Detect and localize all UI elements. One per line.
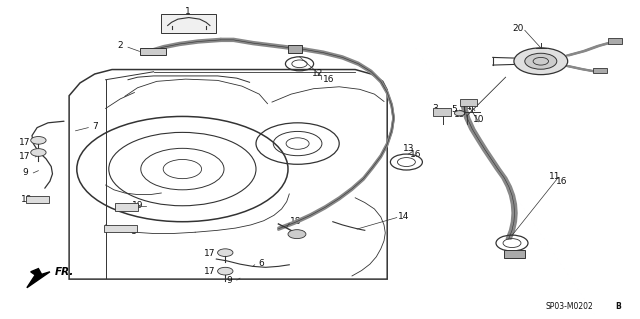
Bar	[115, 203, 138, 211]
Text: 17: 17	[19, 152, 30, 161]
Text: 11: 11	[548, 172, 560, 181]
Circle shape	[218, 267, 233, 275]
Circle shape	[525, 53, 557, 69]
Bar	[140, 48, 166, 55]
Bar	[161, 14, 216, 33]
Text: 17: 17	[19, 138, 30, 147]
Bar	[608, 38, 622, 44]
Text: 16: 16	[410, 150, 422, 159]
Bar	[593, 68, 607, 73]
Text: 15: 15	[454, 110, 465, 119]
Text: 13: 13	[403, 144, 414, 153]
Text: 17: 17	[204, 267, 216, 276]
Text: 19: 19	[132, 201, 143, 210]
Text: 12: 12	[312, 69, 323, 78]
Bar	[288, 45, 302, 53]
Circle shape	[288, 230, 306, 239]
Text: 18: 18	[290, 217, 301, 226]
Text: 8: 8	[131, 227, 136, 236]
Text: 9: 9	[227, 276, 232, 285]
Circle shape	[31, 149, 46, 156]
Text: 17: 17	[204, 249, 216, 258]
Bar	[104, 225, 137, 232]
Circle shape	[31, 137, 46, 144]
Text: SP03-M0202: SP03-M0202	[545, 302, 593, 311]
Text: 9: 9	[23, 168, 28, 177]
Circle shape	[454, 111, 465, 116]
Circle shape	[218, 249, 233, 256]
Bar	[433, 108, 451, 116]
Bar	[460, 99, 477, 106]
Text: 16: 16	[556, 177, 568, 186]
Circle shape	[514, 48, 568, 75]
Bar	[26, 196, 49, 203]
Text: 20: 20	[513, 24, 524, 33]
Text: 14: 14	[397, 212, 409, 221]
Text: 7: 7	[92, 122, 97, 130]
Text: FR.: FR.	[54, 267, 74, 277]
Text: 2: 2	[118, 41, 123, 50]
Text: 16: 16	[323, 75, 335, 84]
Text: 6: 6	[259, 259, 264, 268]
Text: B: B	[616, 302, 621, 311]
Text: 5: 5	[452, 105, 457, 114]
Text: 19: 19	[21, 195, 33, 204]
Text: 4: 4	[466, 103, 471, 112]
Text: 10: 10	[473, 115, 484, 124]
Text: 1: 1	[186, 7, 191, 16]
Bar	[504, 250, 525, 258]
Polygon shape	[27, 269, 50, 288]
Text: 3: 3	[433, 104, 438, 113]
